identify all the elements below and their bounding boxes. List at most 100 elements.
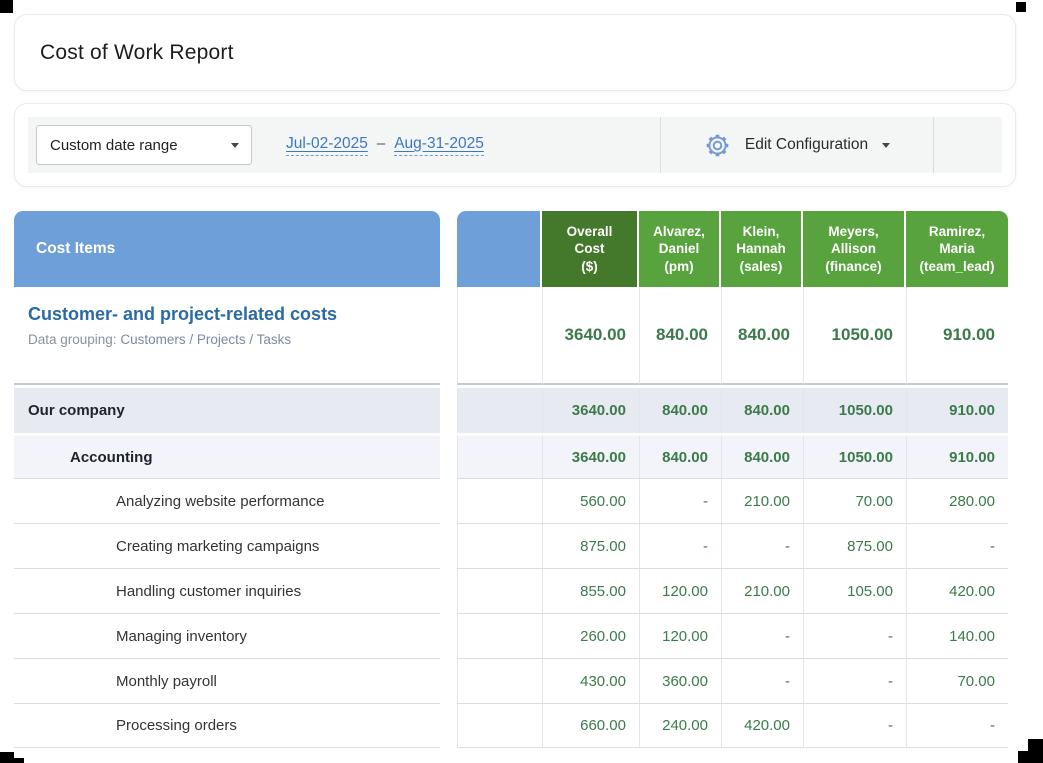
cost-cell: -	[803, 658, 906, 703]
cost-cell: 260.00	[542, 613, 639, 658]
table-header-row: Cost Items Overall Cost ($) Alvarez, Dani…	[14, 211, 1016, 287]
cost-cell: 875.00	[803, 523, 906, 568]
panel-gap	[440, 703, 457, 748]
edit-configuration-label: Edit Configuration	[744, 136, 869, 153]
table-row: Handling customer inquiries 855.00 120.00 2…	[14, 568, 1016, 613]
panel-gap	[440, 287, 457, 385]
date-filter-group: Custom date range Jul-02-2025 – Aug-31-2…	[28, 117, 660, 173]
total-cost-cell: 840.00	[721, 287, 803, 385]
cost-cell: 70.00	[803, 478, 906, 523]
cost-cell: 430.00	[542, 658, 639, 703]
cost-cell: 280.00	[906, 478, 1008, 523]
row-spacer-cell	[457, 436, 542, 478]
table-row: Managing inventory 260.00 120.00- -140.00	[14, 613, 1016, 658]
column-header-klein-hannah: Klein, Hannah (sales)	[721, 211, 803, 287]
date-range-select-value: Custom date range	[50, 136, 178, 154]
table-row: Accounting 3640.00 840.00 840.00 1050.00 910.…	[14, 436, 1016, 478]
total-cost-cell: 910.00	[906, 287, 1008, 385]
panel-gap	[440, 478, 457, 523]
cost-cell: 3640.00	[542, 388, 639, 433]
cost-cell: 420.00	[721, 703, 803, 748]
cost-items-column-header: Cost Items	[14, 211, 440, 287]
column-header-overall-cost: Overall Cost ($)	[542, 211, 639, 287]
cost-cell: 840.00	[639, 436, 721, 478]
row-label: Monthly payroll	[14, 658, 440, 703]
panel-gap	[440, 523, 457, 568]
cost-cell: 875.00	[542, 523, 639, 568]
panel-gap	[440, 211, 457, 287]
row-label: Our company	[14, 388, 440, 433]
date-range-separator: –	[376, 134, 386, 152]
gear-icon	[706, 134, 729, 156]
table-row: Creating marketing campaigns 875.00- -875.…	[14, 523, 1016, 568]
section-summary-row: Customer- and project-related costs Data…	[14, 287, 1016, 385]
cost-cell: -	[639, 478, 721, 523]
crop-marker-bottom-left	[0, 752, 14, 763]
date-to-link[interactable]: Aug-31-2025	[394, 135, 484, 156]
cost-cell: 855.00	[542, 568, 639, 613]
row-label: Analyzing website performance	[14, 478, 440, 523]
toolbar-empty-area	[934, 117, 1002, 173]
edit-configuration-button[interactable]: Edit Configuration	[661, 117, 933, 173]
crop-marker-top-left	[0, 0, 13, 13]
cost-cell: -	[803, 703, 906, 748]
row-spacer-cell	[457, 568, 542, 613]
total-cost-cell: 840.00	[639, 287, 721, 385]
data-grouping-value: Customers / Projects / Tasks	[120, 332, 292, 347]
crop-marker-top-right	[1016, 2, 1026, 12]
total-cost-cell: 1050.00	[803, 287, 906, 385]
row-spacer-cell	[457, 478, 542, 523]
row-label: Managing inventory	[14, 613, 440, 658]
section-title: Customer- and project-related costs	[28, 304, 338, 324]
cost-cell: -	[803, 613, 906, 658]
cost-cell: 660.00	[542, 703, 639, 748]
cost-cell: 1050.00	[803, 388, 906, 433]
total-cost-cell: 3640.00	[542, 287, 639, 385]
cost-cell: -	[639, 523, 721, 568]
cost-cell: 420.00	[906, 568, 1008, 613]
row-spacer-cell	[457, 703, 542, 748]
toolbar: Custom date range Jul-02-2025 – Aug-31-2…	[28, 117, 1002, 173]
row-spacer-cell	[457, 658, 542, 703]
column-header-alvarez-daniel: Alvarez, Daniel (pm)	[639, 211, 721, 287]
date-range: Jul-02-2025 – Aug-31-2025	[286, 135, 484, 156]
page-title: Cost of Work Report	[40, 40, 234, 64]
row-label: Accounting	[14, 436, 440, 478]
chevron-down-icon	[882, 142, 891, 148]
cost-cell: -	[906, 523, 1008, 568]
section-header: Customer- and project-related costs Data…	[14, 287, 440, 385]
table-row: Our company 3640.00 840.00 840.00 1050.00 910…	[14, 388, 1016, 433]
row-label: Creating marketing campaigns	[14, 523, 440, 568]
cost-cell: 70.00	[906, 658, 1008, 703]
row-spacer-cell	[457, 388, 542, 433]
table-body: Our company 3640.00 840.00 840.00 1050.00 910…	[14, 388, 1016, 748]
cost-cell: -	[721, 658, 803, 703]
cost-cell: 210.00	[721, 478, 803, 523]
cost-cell: 840.00	[721, 436, 803, 478]
table-row: Processing orders 660.00 240.00 420.00- -	[14, 703, 1016, 748]
data-grouping: Data grouping: Customers / Projects / Ta…	[28, 332, 440, 347]
table-row: Analyzing website performance 560.00-210.…	[14, 478, 1016, 523]
panel-gap	[440, 613, 457, 658]
report-title-card: Cost of Work Report	[14, 14, 1016, 91]
cost-cell: 240.00	[639, 703, 721, 748]
cost-cell: 360.00	[639, 658, 721, 703]
row-label: Handling customer inquiries	[14, 568, 440, 613]
date-range-select[interactable]: Custom date range	[36, 125, 252, 165]
row-spacer-cell	[457, 523, 542, 568]
cost-cell: 910.00	[906, 388, 1008, 433]
row-label: Processing orders	[14, 703, 440, 748]
cost-cell: -	[721, 523, 803, 568]
data-grouping-label: Data grouping:	[28, 332, 117, 347]
column-header-ramirez-maria: Ramirez, Maria (team_lead)	[906, 211, 1008, 287]
cost-cell: 910.00	[906, 436, 1008, 478]
chevron-down-icon	[231, 142, 239, 148]
header-spacer-cell	[457, 211, 542, 287]
cost-cell: 105.00	[803, 568, 906, 613]
date-from-link[interactable]: Jul-02-2025	[286, 135, 368, 156]
toolbar-divider	[933, 117, 934, 173]
panel-gap	[440, 568, 457, 613]
crop-marker-bottom-right	[1018, 751, 1043, 763]
crop-marker-bottom-left	[0, 758, 24, 763]
